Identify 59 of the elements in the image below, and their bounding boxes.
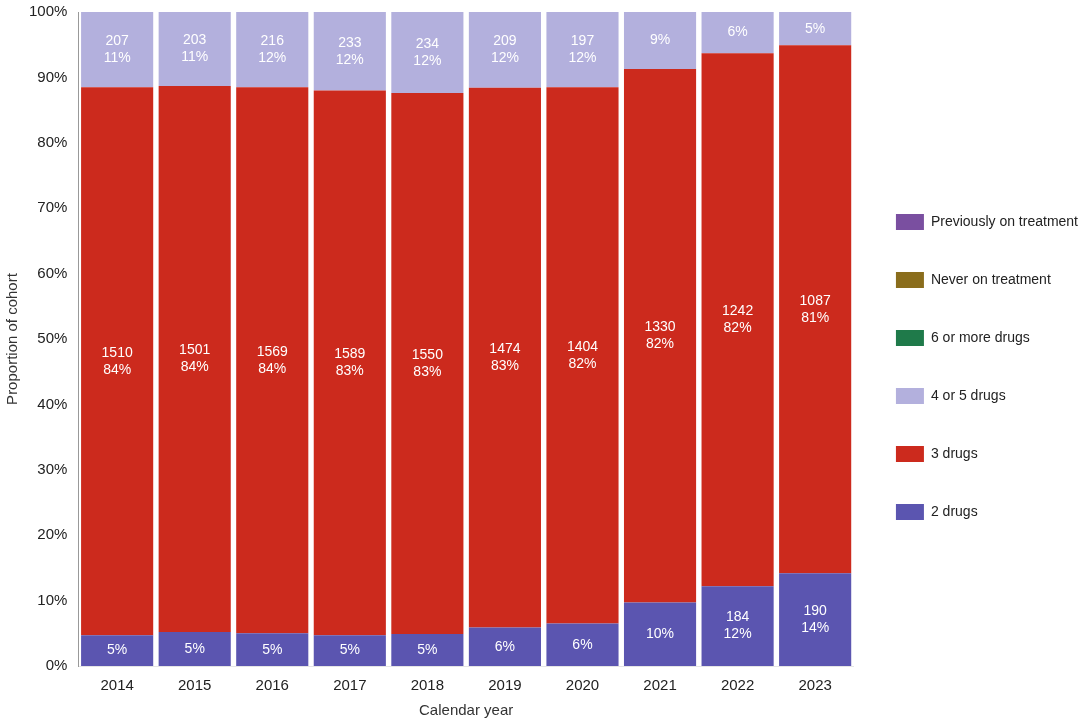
y-tick-label: 80%: [37, 132, 68, 150]
data-label: 1510 84%: [101, 343, 133, 377]
x-tick-label: 2014: [100, 676, 134, 694]
data-label: 1087 81%: [799, 291, 831, 325]
data-label: 6%: [572, 635, 593, 652]
data-label: 209 12%: [490, 32, 519, 66]
data-label: 6%: [494, 637, 516, 654]
data-label: 234 12%: [413, 34, 442, 68]
y-tick-label: 50%: [37, 329, 68, 347]
x-tick-label: 2019: [488, 676, 522, 694]
x-tick-label: 2022: [720, 676, 755, 694]
data-label: 1550 83%: [411, 345, 444, 379]
y-tick-label: 30%: [37, 459, 68, 477]
data-label: 6%: [727, 23, 748, 40]
x-tick-label: 2020: [565, 676, 600, 694]
legend-label: 3 drugs: [930, 444, 978, 461]
y-tick-label: 20%: [37, 525, 68, 543]
legend-label: 4 or 5 drugs: [930, 386, 1006, 403]
x-tick-label: 2015: [178, 676, 212, 694]
y-tick-label: 70%: [37, 198, 68, 216]
legend-label: Never on treatment: [930, 270, 1051, 287]
x-axis-title: Calendar year: [419, 701, 514, 719]
legend-label: 6 or more drugs: [930, 328, 1030, 345]
data-label: 10%: [646, 625, 675, 642]
data-label: 184 12%: [723, 608, 752, 642]
data-label: 216 12%: [258, 31, 287, 65]
data-label: 5%: [262, 640, 283, 657]
data-label: 207 11%: [103, 31, 131, 65]
y-tick-label: 40%: [37, 394, 68, 412]
x-tick-label: 2018: [410, 676, 445, 694]
data-label: 9%: [649, 31, 671, 48]
y-tick-label: 100%: [28, 2, 68, 20]
data-label: 5%: [107, 641, 128, 658]
data-label: 203 11%: [181, 31, 209, 65]
data-label: 1474 83%: [489, 340, 521, 373]
data-label: 233 12%: [335, 33, 364, 67]
data-label: 1330 82%: [644, 318, 676, 352]
legend-label: Previously on treatment: [930, 212, 1079, 229]
y-tick-label: 0%: [45, 656, 68, 674]
data-label: 5%: [805, 19, 826, 36]
data-label: 197 12%: [568, 31, 597, 65]
data-label: 190 14%: [801, 601, 830, 635]
x-tick-label: 2017: [333, 676, 367, 694]
x-tick-label: 2023: [798, 676, 832, 694]
data-label: 1242 82%: [722, 302, 754, 336]
legend-label: 2 drugs: [930, 502, 978, 519]
data-label: 1569 84%: [256, 342, 289, 376]
data-label: 1501 84%: [179, 341, 211, 375]
y-tick-label: 90%: [37, 67, 68, 85]
y-tick-label: 60%: [37, 263, 68, 281]
y-axis-title: Proportion of cohort: [3, 272, 21, 405]
data-label: 1589 83%: [334, 345, 366, 379]
x-tick-label: 2016: [255, 676, 289, 694]
data-label: 5%: [339, 641, 360, 658]
data-label: 5%: [184, 639, 205, 656]
data-label: 5%: [417, 640, 438, 657]
y-tick-label: 10%: [37, 590, 68, 608]
data-label: 1404 82%: [566, 337, 599, 371]
x-tick-label: 2021: [643, 676, 677, 694]
